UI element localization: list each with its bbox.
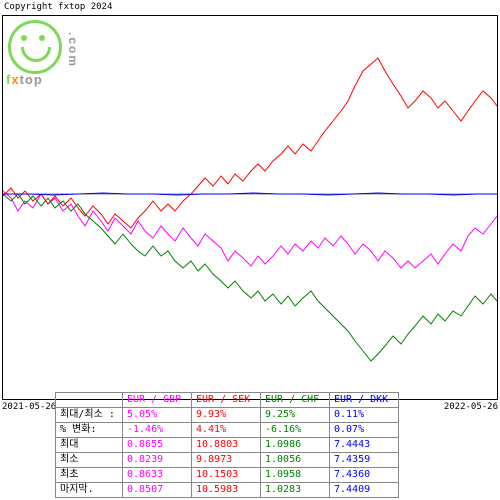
copyright-text: Copyright fxtop 2024: [4, 2, 112, 12]
table-cell: 7.4443: [330, 438, 399, 453]
table-cell: 5.05%: [123, 408, 192, 423]
series-line: [3, 58, 497, 228]
table-cell: 1.0056: [261, 453, 330, 468]
table-cell: 9.93%: [192, 408, 261, 423]
table-cell: 0.11%: [330, 408, 399, 423]
table-row-label: 마지막.: [56, 483, 123, 498]
line-chart-svg: [3, 16, 497, 399]
table-cell: 0.8655: [123, 438, 192, 453]
table-cell: 1.0958: [261, 468, 330, 483]
table-cell: 9.8973: [192, 453, 261, 468]
table-column-header: EUR / CHF: [261, 393, 330, 408]
table-cell: 0.8239: [123, 453, 192, 468]
table-column-header: EUR / DKK: [330, 393, 399, 408]
x-axis-end-label: 2022-05-26: [444, 402, 498, 412]
table-cell: 7.4359: [330, 453, 399, 468]
table-cell: 0.8633: [123, 468, 192, 483]
table-cell: -6.16%: [261, 423, 330, 438]
summary-table: EUR / GBPEUR / SEKEUR / CHFEUR / DKK 최대/최…: [55, 392, 399, 498]
table-row-label: 최소: [56, 453, 123, 468]
table-cell: 7.4360: [330, 468, 399, 483]
table-row-label: 최대/최소 :: [56, 408, 123, 423]
chart-container: Copyright fxtop 2024 fxtop .com 2021-05-…: [0, 0, 500, 500]
table-row-label: 최대: [56, 438, 123, 453]
chart-plot-area: [2, 15, 498, 400]
table-cell: 10.8803: [192, 438, 261, 453]
x-axis-start-label: 2021-05-26: [2, 402, 56, 412]
table-cell: 10.5983: [192, 483, 261, 498]
table-cell: 1.0986: [261, 438, 330, 453]
table-cell: -1.46%: [123, 423, 192, 438]
table-cell: 1.0283: [261, 483, 330, 498]
table-cell: 7.4409: [330, 483, 399, 498]
series-line: [3, 194, 497, 361]
table-corner: [56, 393, 123, 408]
table-cell: 10.1503: [192, 468, 261, 483]
table-row-label: 최초: [56, 468, 123, 483]
table-column-header: EUR / GBP: [123, 393, 192, 408]
table-cell: 0.8507: [123, 483, 192, 498]
table-row-label: % 변화:: [56, 423, 123, 438]
table-cell: 4.41%: [192, 423, 261, 438]
table-cell: 9.25%: [261, 408, 330, 423]
table-column-header: EUR / SEK: [192, 393, 261, 408]
table-cell: 0.07%: [330, 423, 399, 438]
series-line: [3, 191, 497, 268]
